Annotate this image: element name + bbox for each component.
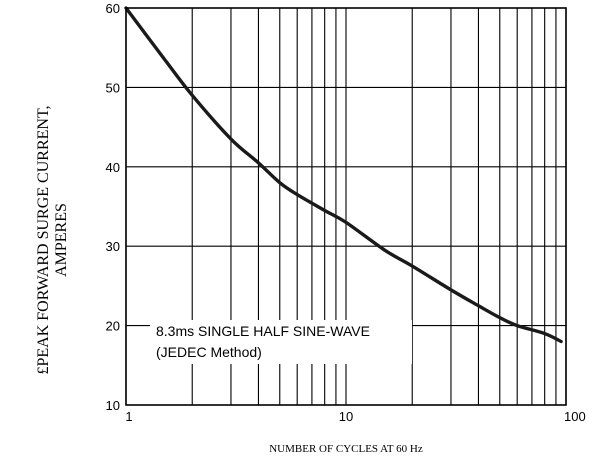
- y-tick-label-0: 10: [106, 398, 120, 413]
- y-axis-title-line-2: AMPERES: [53, 203, 70, 277]
- y-tick-label-3: 40: [106, 160, 120, 175]
- label-layer: NUMBER OF CYCLES AT 60 Hz £PEAK FORWARD …: [35, 1, 586, 455]
- plot-frame: [125, 7, 567, 406]
- x-axis-title: NUMBER OF CYCLES AT 60 Hz: [269, 443, 423, 455]
- x-tick-label-0: 1: [125, 409, 132, 424]
- annotation-layer: 8.3ms SINGLE HALF SINE-WAVE (JEDEC Metho…: [150, 320, 412, 364]
- y-tick-label-2: 30: [106, 239, 120, 254]
- annotation-background: [150, 320, 412, 364]
- annotation-line-1: 8.3ms SINGLE HALF SINE-WAVE: [156, 323, 370, 339]
- curve-layer: [124, 6, 563, 344]
- x-tick-label-1: 10: [339, 409, 353, 424]
- surge-current-curve-0: [124, 6, 563, 344]
- y-tick-label-5: 60: [106, 1, 120, 16]
- y-tick-label-4: 50: [106, 80, 120, 95]
- y-axis-title-line-1: £PEAK FORWARD SURGE CURRENT,: [35, 105, 52, 374]
- axis-layer: [125, 7, 567, 406]
- x-tick-label-2: 100: [564, 409, 586, 424]
- y-tick-label-1: 20: [106, 319, 120, 334]
- annotation-line-2: (JEDEC Method): [156, 344, 262, 360]
